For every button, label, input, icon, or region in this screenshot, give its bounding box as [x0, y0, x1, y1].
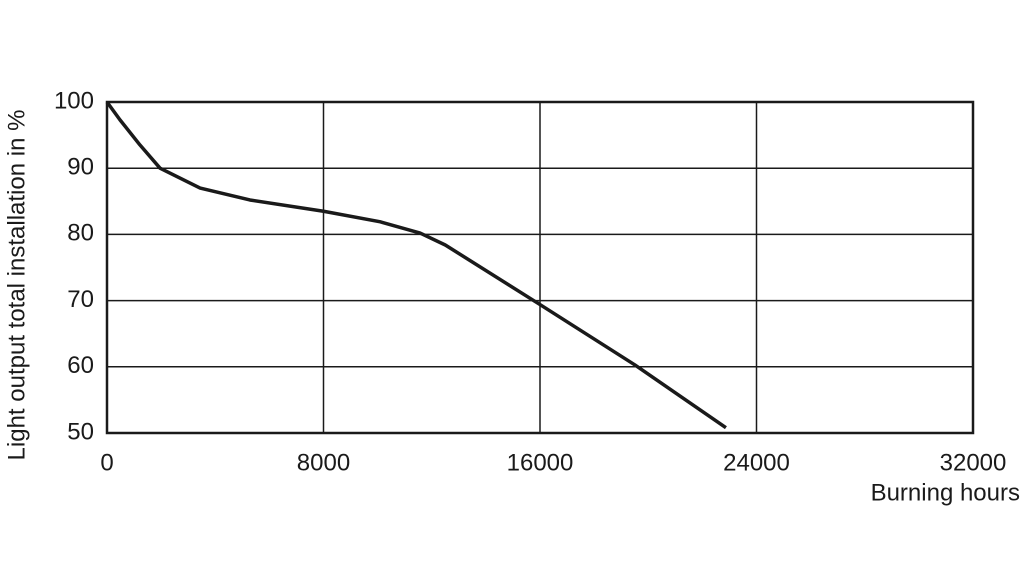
y-tick-label: 60: [67, 352, 94, 379]
y-tick-label: 70: [67, 286, 94, 313]
y-tick-label: 90: [67, 154, 94, 181]
y-tick-label: 50: [67, 418, 94, 445]
y-tick-label: 80: [67, 220, 94, 247]
x-tick-label: 0: [100, 449, 113, 476]
x-tick-label: 8000: [297, 449, 350, 476]
x-tick-label: 24000: [723, 449, 790, 476]
x-tick-label: 16000: [507, 449, 574, 476]
x-axis-title: Burning hours: [871, 479, 1020, 506]
y-tick-label: 100: [54, 87, 94, 114]
plot-frame: [105, 100, 975, 435]
y-axis-title: Light output total installation in %: [3, 110, 30, 461]
x-tick-label: 32000: [940, 449, 1007, 476]
data-line: [105, 100, 727, 430]
